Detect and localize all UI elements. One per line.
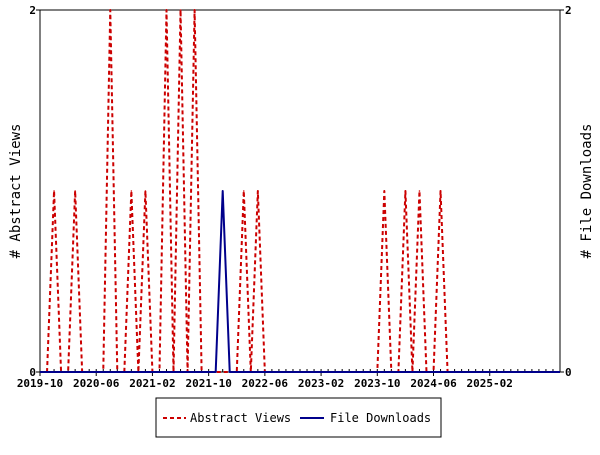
- y-tick-label-right: 2: [565, 4, 572, 17]
- x-tick-label: 2021-10: [185, 377, 231, 390]
- data-point: [74, 190, 76, 192]
- x-tick-label: 2023-02: [298, 377, 344, 390]
- x-tick-label: 2023-10: [354, 377, 400, 390]
- y-tick-label-right: 0: [565, 366, 572, 379]
- data-point: [418, 190, 421, 192]
- y-axis-title-right: # File Downloads: [579, 124, 595, 259]
- x-tick-label: 2025-02: [467, 377, 513, 390]
- legend: Abstract Views File Downloads: [155, 397, 442, 438]
- x-tick-label: 2020-06: [73, 377, 120, 390]
- data-point: [130, 190, 133, 192]
- data-point: [53, 190, 55, 192]
- x-tick-label: 2021-02: [129, 377, 175, 390]
- data-point: [109, 9, 112, 11]
- legend-label-file-downloads: File Downloads: [330, 411, 431, 425]
- data-point: [144, 190, 147, 192]
- series-layer: [40, 9, 560, 373]
- data-point: [257, 190, 259, 192]
- legend-label-abstract-views: Abstract Views: [190, 411, 291, 425]
- y-axes: 0 2 0 2: [29, 4, 571, 379]
- x-tick-label: 2024-06: [410, 377, 457, 390]
- x-tick-label: 2022-06: [242, 377, 289, 390]
- y-axis-title-left: # Abstract Views: [8, 124, 24, 259]
- data-point: [439, 190, 442, 192]
- legend-box: [155, 397, 442, 438]
- x-axis: 2019-10 2020-06 2021-02 2021-10 2022-06 2023-…: [17, 369, 561, 390]
- data-point: [242, 190, 245, 192]
- plot-area: [39, 9, 561, 373]
- data-point: [179, 9, 182, 11]
- data-point: [221, 190, 224, 192]
- y-tick-label-left: 0: [29, 366, 36, 379]
- series-line-file-downloads: [40, 190, 560, 373]
- y-tick-label-left: 2: [29, 4, 36, 17]
- data-point: [383, 190, 386, 192]
- data-point: [165, 9, 168, 11]
- data-point: [404, 190, 407, 192]
- x-tick-label: 2019-10: [17, 377, 63, 390]
- data-point: [193, 9, 196, 11]
